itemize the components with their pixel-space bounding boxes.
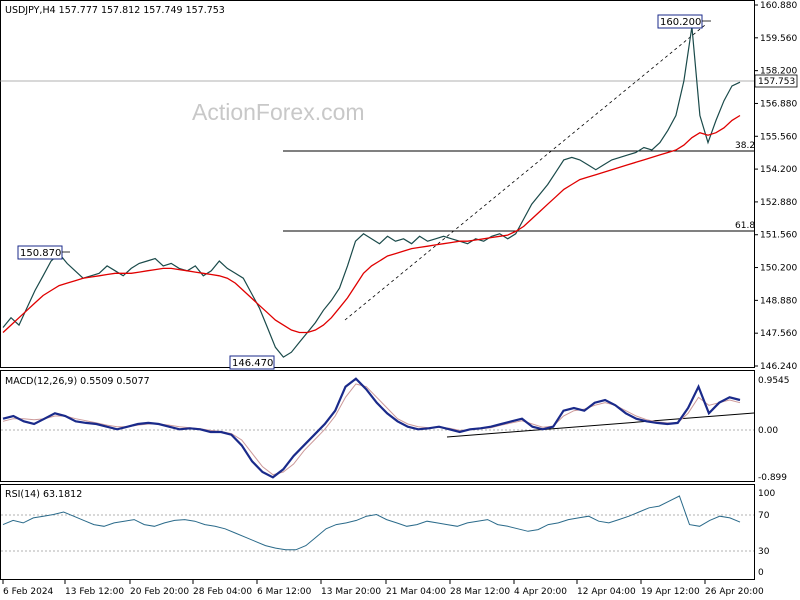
price-tick-label: 152.880 bbox=[760, 198, 797, 208]
x-tick-label: 28 Mar 12:00 bbox=[450, 587, 510, 597]
x-axis: 6 Feb 2024 13 Feb 12:00 20 Feb 20:00 28 Feb… bbox=[2, 580, 764, 597]
price-tick-label: 147.560 bbox=[760, 329, 797, 339]
price-y-axis: 160.880 159.560 158.200 156.880 155.560 154.2… bbox=[754, 1, 797, 372]
macd-trend-line bbox=[446, 412, 755, 438]
rsi-tick-label: 0 bbox=[758, 568, 764, 578]
annotation-high-150: 150.870 bbox=[17, 245, 70, 260]
watermark-text: ActionForex.com bbox=[192, 99, 365, 125]
rsi-tick-label: 100 bbox=[758, 489, 775, 499]
rsi-line bbox=[2, 495, 741, 551]
x-tick-label: 12 Apr 04:00 bbox=[577, 587, 636, 597]
price-tick-label: 159.560 bbox=[760, 34, 797, 44]
x-tick-label: 19 Apr 12:00 bbox=[641, 587, 700, 597]
fib-38-label: 38.2 bbox=[735, 141, 755, 151]
price-tick-label: 160.880 bbox=[760, 1, 797, 11]
macd-y-axis: 0.9545 0.00 -0.899 bbox=[758, 376, 790, 483]
annotation-high-160: 160.200 bbox=[657, 14, 711, 29]
annotation-146-text: 146.470 bbox=[232, 358, 273, 369]
price-tick-label: 146.240 bbox=[760, 362, 797, 372]
price-tick-label: 158.200 bbox=[760, 67, 797, 77]
x-tick-label: 4 Apr 20:00 bbox=[514, 587, 567, 597]
rsi-panel-frame bbox=[0, 484, 755, 580]
x-tick-label: 6 Feb 2024 bbox=[3, 587, 54, 597]
price-tick-label: 151.560 bbox=[760, 231, 797, 241]
rsi-tick-label: 70 bbox=[758, 511, 770, 521]
x-tick-label: 13 Feb 12:00 bbox=[65, 587, 124, 597]
x-tick-label: 20 Feb 20:00 bbox=[130, 587, 189, 597]
fib-61-label: 61.8 bbox=[735, 221, 755, 231]
annotation-low-146: 146.470 bbox=[229, 355, 275, 370]
rsi-tick-label: 30 bbox=[758, 547, 770, 557]
macd-line bbox=[2, 377, 741, 479]
macd-header: MACD(12,26,9) 0.5509 0.5077 bbox=[5, 376, 150, 387]
price-tick-label: 155.560 bbox=[760, 132, 797, 142]
macd-tick-label: -0.899 bbox=[758, 473, 787, 483]
rsi-header: RSI(14) 63.1812 bbox=[5, 489, 82, 500]
annotation-160-text: 160.200 bbox=[660, 17, 701, 28]
price-tick-label: 156.880 bbox=[760, 99, 797, 109]
price-tick-label: 154.200 bbox=[760, 165, 797, 175]
x-tick-label: 6 Mar 12:00 bbox=[257, 587, 312, 597]
price-panel-frame bbox=[0, 0, 755, 368]
macd-tick-label: 0.00 bbox=[758, 426, 778, 436]
price-header: USDJPY,H4 157.777 157.812 157.749 157.75… bbox=[5, 5, 225, 16]
x-tick-label: 21 Mar 04:00 bbox=[386, 587, 446, 597]
x-tick-label: 13 Mar 20:00 bbox=[321, 587, 381, 597]
moving-average-line bbox=[2, 114, 741, 334]
x-tick-label: 28 Feb 04:00 bbox=[193, 587, 252, 597]
current-price-tag: 157.753 bbox=[754, 74, 798, 88]
current-price-value: 157.753 bbox=[758, 77, 795, 87]
price-tick-label: 150.200 bbox=[760, 264, 797, 274]
rsi-y-axis: 100 70 30 0 bbox=[758, 489, 775, 578]
macd-tick-label: 0.9545 bbox=[758, 376, 790, 386]
x-tick-label: 26 Apr 20:00 bbox=[705, 587, 764, 597]
price-tick-label: 148.880 bbox=[760, 296, 797, 306]
annotation-150-text: 150.870 bbox=[20, 248, 61, 259]
